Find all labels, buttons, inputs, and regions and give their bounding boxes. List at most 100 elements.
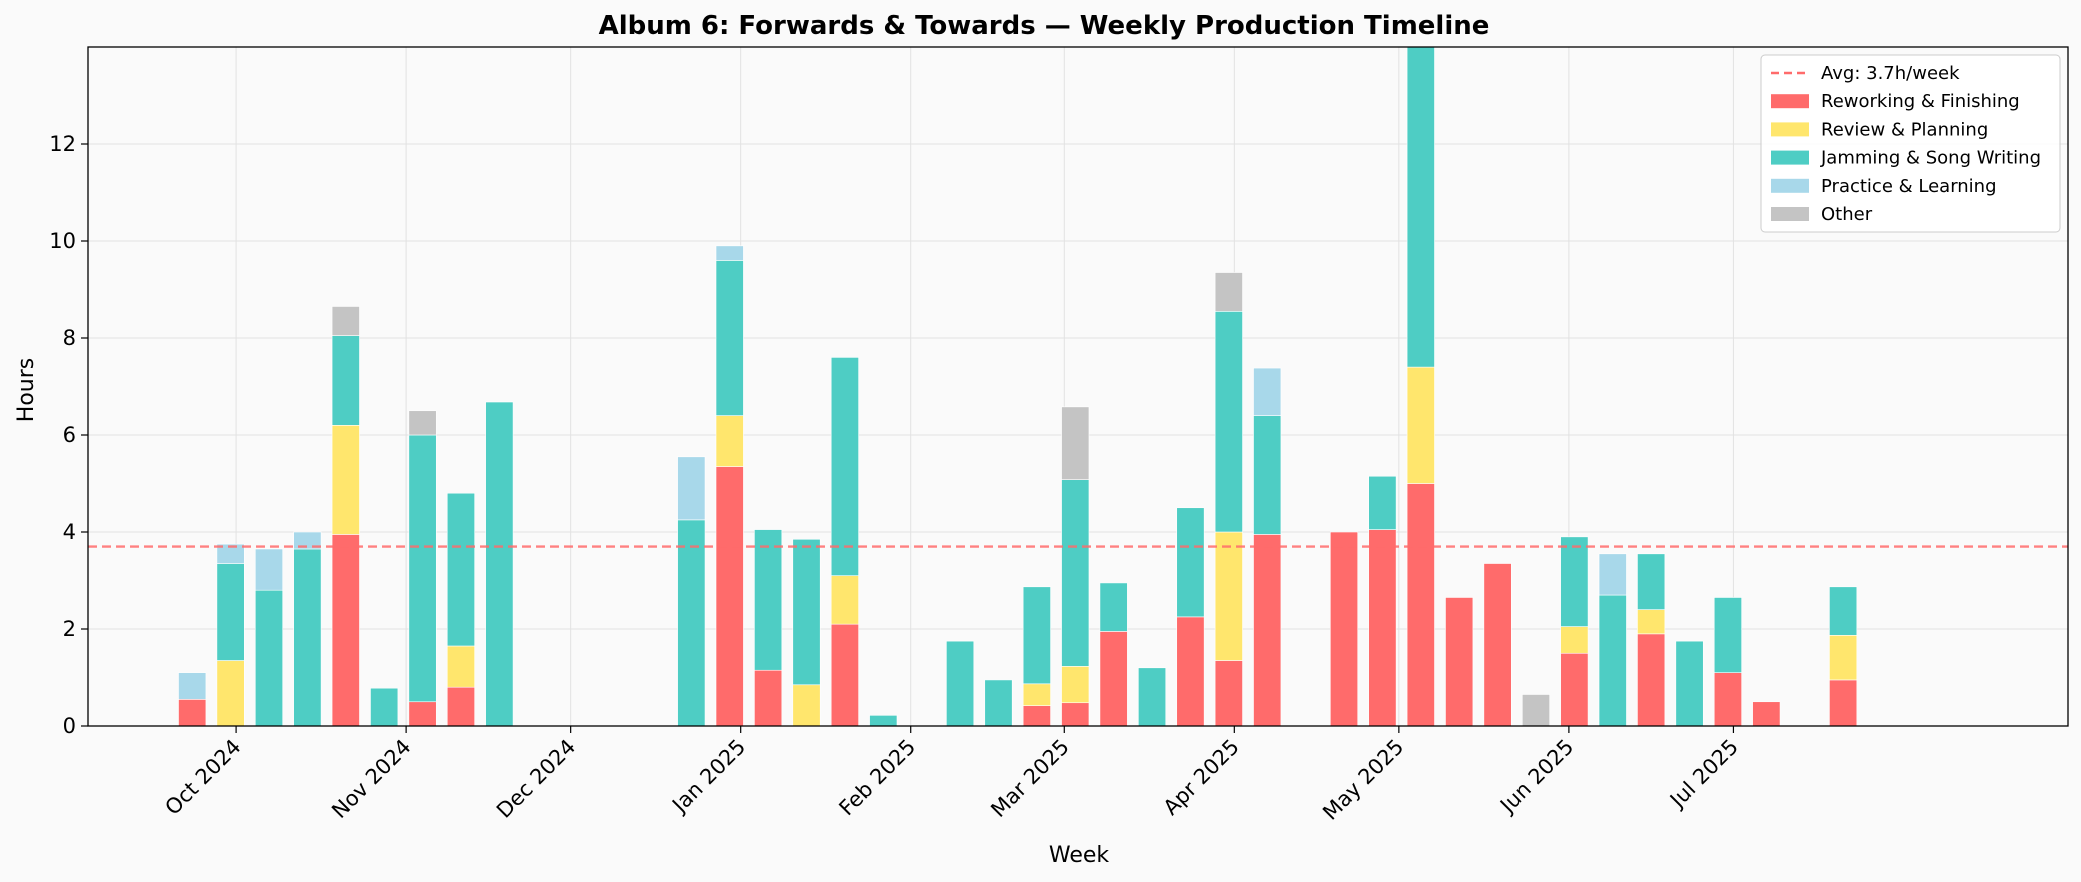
bar-segment xyxy=(1713,597,1742,673)
bar-segment xyxy=(1214,660,1243,726)
y-axis-label: Hours xyxy=(14,358,39,422)
bar-segment xyxy=(1214,272,1243,312)
bar-segment xyxy=(178,699,207,726)
bar-segment xyxy=(1061,479,1090,667)
chart-title: Album 6: Forwards & Towards — Weekly Pro… xyxy=(599,11,1490,41)
bar-segment xyxy=(1214,531,1243,661)
legend-box xyxy=(1760,54,2061,233)
bar-segment xyxy=(216,660,245,726)
bar-segment xyxy=(331,424,360,535)
bar-segment xyxy=(370,687,399,726)
bar-segment xyxy=(715,245,744,261)
bar-segment xyxy=(1637,553,1666,610)
bar-segment xyxy=(254,548,284,591)
bar-segment xyxy=(830,623,859,726)
bar-segment xyxy=(1368,475,1397,530)
y-axis-ticks: 0 2 4 6 8 10 12 xyxy=(49,132,88,738)
legend-label: Other xyxy=(1821,204,1873,225)
bar-segment xyxy=(1368,529,1397,726)
y-tick-label: 8 xyxy=(63,326,76,350)
bar-segment xyxy=(1521,694,1550,726)
bar-segment xyxy=(216,563,245,661)
bar-segment xyxy=(446,492,475,647)
y-tick-label: 6 xyxy=(63,423,76,447)
bar-segment xyxy=(408,701,437,726)
bar-segment xyxy=(408,434,437,703)
bar-segment xyxy=(946,640,975,726)
bar-segment xyxy=(1713,672,1742,726)
bar-segment xyxy=(1406,47,1435,368)
bar-segment xyxy=(715,260,744,416)
bar-segment xyxy=(754,669,783,726)
bar-segment xyxy=(1061,702,1090,726)
legend-swatch xyxy=(1771,94,1809,109)
bar-segment xyxy=(1560,626,1589,654)
legend-label: Avg: 3.7h/week xyxy=(1821,63,1960,84)
bar-segment xyxy=(1253,415,1282,535)
bar-segment xyxy=(1022,586,1051,685)
bar-segment xyxy=(216,543,245,564)
bar-segment xyxy=(1752,701,1781,726)
bar-segment xyxy=(677,456,706,521)
bar-segment xyxy=(869,715,898,726)
bar-segment xyxy=(792,684,821,726)
legend-swatch xyxy=(1771,178,1809,193)
legend: Avg: 3.7h/week Reworking & Finishing Revie… xyxy=(1760,54,2061,233)
bar-segment xyxy=(331,306,360,336)
bar-segment xyxy=(1637,633,1666,726)
bar-segment xyxy=(1061,406,1090,480)
bar-segment xyxy=(984,679,1013,726)
bar-segment xyxy=(1099,582,1128,632)
bar-segment xyxy=(1406,483,1435,726)
bar-segment xyxy=(1829,634,1858,681)
legend-label: Jamming & Song Writing xyxy=(1820,148,2041,169)
bar-segment xyxy=(1598,594,1627,726)
bar-segment xyxy=(1598,553,1627,596)
bar-segment xyxy=(446,686,475,726)
bar-segment xyxy=(1176,507,1205,618)
bar-segment xyxy=(178,672,207,700)
bar-segment xyxy=(792,538,821,686)
bar-segment xyxy=(1138,667,1167,726)
legend-swatch xyxy=(1771,122,1809,137)
bar-segment xyxy=(331,335,360,426)
bars xyxy=(178,47,1858,726)
plot-frame xyxy=(87,46,2069,727)
bar-segment xyxy=(830,575,859,625)
bar-segment xyxy=(293,531,322,550)
legend-label: Practice & Learning xyxy=(1821,176,1997,197)
bar-segment xyxy=(1099,631,1128,726)
y-tick-label: 4 xyxy=(63,520,76,544)
bar-segment xyxy=(1176,616,1205,726)
y-tick-label: 12 xyxy=(49,132,76,156)
bar-segment xyxy=(1675,640,1704,726)
bar-segment xyxy=(1829,679,1858,726)
bar-segment xyxy=(1829,586,1858,636)
bar-segment xyxy=(1445,597,1474,726)
legend-swatch xyxy=(1771,150,1809,165)
bar-segment xyxy=(254,589,284,726)
bar-segment xyxy=(1637,609,1666,635)
bar-segment xyxy=(408,410,437,436)
bar-segment xyxy=(1330,531,1359,726)
bar-segment xyxy=(1022,705,1051,726)
bar-segment xyxy=(1406,366,1435,484)
bar-segment xyxy=(331,534,360,726)
x-axis-label: Week xyxy=(1049,843,1110,868)
bar-segment xyxy=(446,645,475,688)
bar-segment xyxy=(677,519,706,726)
legend-swatch xyxy=(1771,207,1809,221)
bar-segment xyxy=(715,466,744,726)
y-tick-label: 2 xyxy=(63,617,76,641)
bar-segment xyxy=(293,548,322,726)
legend-label: Review & Planning xyxy=(1821,119,1988,140)
bar-segment xyxy=(754,529,783,671)
bar-segment xyxy=(1560,536,1589,627)
bar-segment xyxy=(1253,367,1282,416)
bar-segment xyxy=(1214,311,1243,533)
bar-segment xyxy=(830,357,859,576)
y-tick-label: 0 xyxy=(63,714,76,738)
bar-segment xyxy=(485,401,514,726)
bar-segment xyxy=(715,415,744,467)
